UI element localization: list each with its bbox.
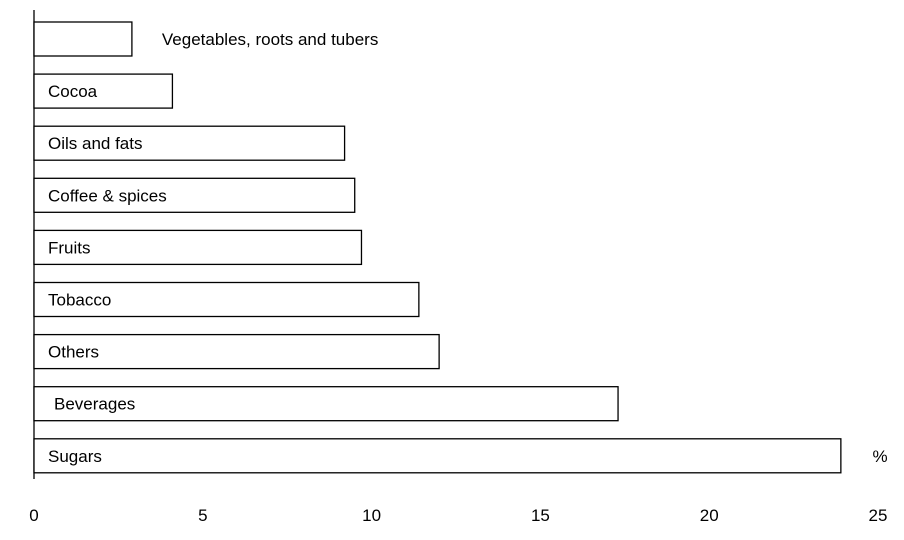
- bar-label-5: Tobacco: [48, 291, 111, 310]
- x-tick-label-4: 20: [700, 506, 719, 525]
- x-tick-label-1: 5: [198, 506, 207, 525]
- x-tick-label-2: 10: [362, 506, 381, 525]
- bar-5: [33, 281, 420, 318]
- bar-7: [33, 386, 619, 422]
- bar-3: [33, 177, 356, 213]
- bar-label-0: Vegetables, roots and tubers: [162, 30, 378, 49]
- bar-2: [33, 125, 346, 161]
- bar-0: [33, 21, 133, 57]
- x-tick-labels: 0 5 10 15 20 25: [29, 506, 887, 525]
- bar-label-8: Sugars: [48, 447, 102, 466]
- unit-label: %: [872, 447, 887, 466]
- x-tick-label-3: 15: [531, 506, 550, 525]
- bars-group: Vegetables, roots and tubers Cocoa Oils an…: [33, 21, 842, 474]
- x-tick-label-0: 0: [29, 506, 38, 525]
- bar-1: [33, 73, 174, 109]
- bar-label-7: Beverages: [54, 395, 135, 414]
- bar-6: [33, 333, 440, 370]
- bar-label-6: Others: [48, 343, 99, 362]
- x-tick-label-5: 25: [869, 506, 888, 525]
- bar-label-2: Oils and fats: [48, 134, 143, 153]
- bar-label-1: Cocoa: [48, 82, 98, 101]
- bar-8: [33, 438, 842, 474]
- bar-4: [33, 229, 363, 266]
- bar-label-4: Fruits: [48, 238, 91, 257]
- bar-label-3: Coffee & spices: [48, 186, 167, 205]
